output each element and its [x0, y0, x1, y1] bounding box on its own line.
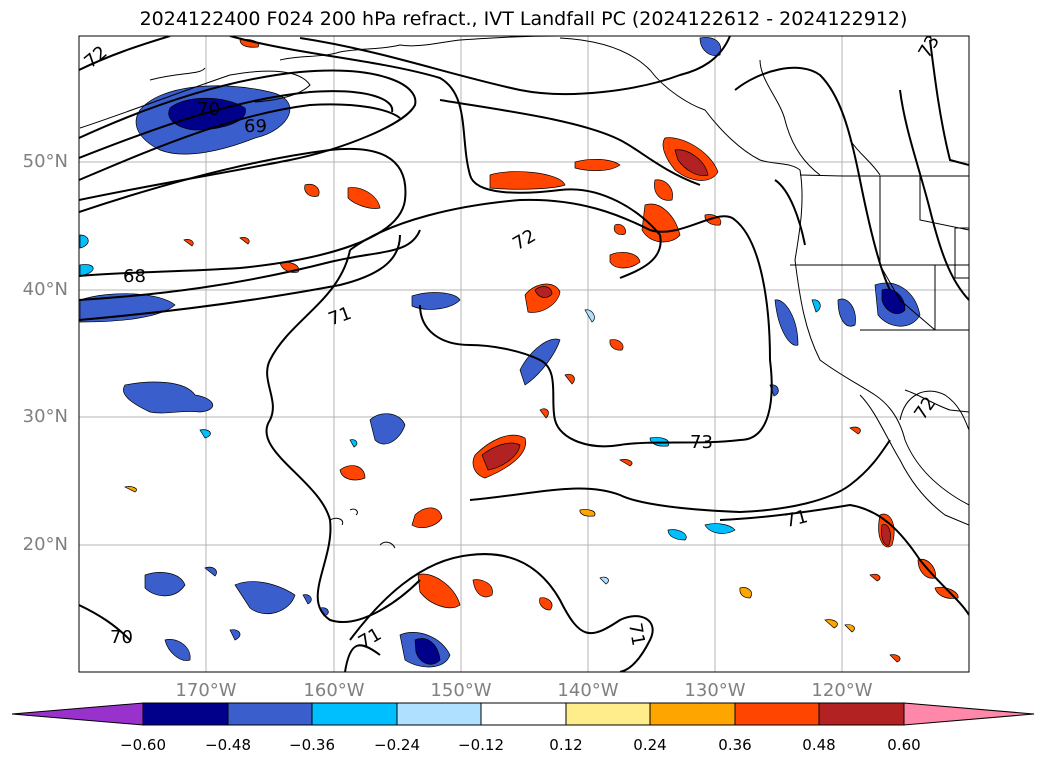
colorbar-tick-label: 0.36 [718, 736, 752, 754]
colorbar-tick-label: 0.12 [549, 736, 583, 754]
lon-label: 150°W [430, 680, 492, 701]
lat-label: 20°N [22, 534, 68, 555]
refractivity-contours [79, 36, 969, 672]
lat-label: 30°N [22, 406, 68, 427]
contour-label: 70 [110, 627, 133, 648]
coastlines [79, 36, 969, 549]
lon-label: 160°W [303, 680, 365, 701]
colorbar-tick-label: −0.24 [374, 736, 420, 754]
colorbar [11, 702, 1035, 726]
colorbar-extend-high [903, 702, 1035, 726]
negative-anomaly-patches [79, 37, 921, 668]
colorbar-extend-low [11, 702, 144, 726]
map-title: 2024122400 F024 200 hPa refract., IVT La… [139, 8, 908, 30]
map-frame [78, 35, 970, 673]
colorbar-tick-label: −0.60 [120, 736, 166, 754]
lat-label: 50°N [22, 151, 68, 172]
colorbar-tick-label: −0.48 [205, 736, 251, 754]
colorbar-tick-label: 0.60 [887, 736, 921, 754]
graticule [79, 36, 969, 672]
lat-label: 40°N [22, 279, 68, 300]
contour-label: 68 [123, 266, 146, 287]
contour-label: 69 [244, 116, 267, 137]
contour-label: 71 [624, 621, 649, 647]
colorbar-tick-label: −0.36 [289, 736, 335, 754]
colorbar-tick-label: −0.12 [458, 736, 504, 754]
colorbar-tick-label: 0.24 [633, 736, 667, 754]
contour-label: 70 [197, 99, 220, 120]
lon-label: 130°W [684, 680, 746, 701]
lon-label: 170°W [175, 680, 237, 701]
contour-label: 73 [690, 432, 713, 453]
colorbar-tick-label: 0.48 [802, 736, 836, 754]
lon-label: 120°W [811, 680, 873, 701]
lon-label: 140°W [557, 680, 619, 701]
